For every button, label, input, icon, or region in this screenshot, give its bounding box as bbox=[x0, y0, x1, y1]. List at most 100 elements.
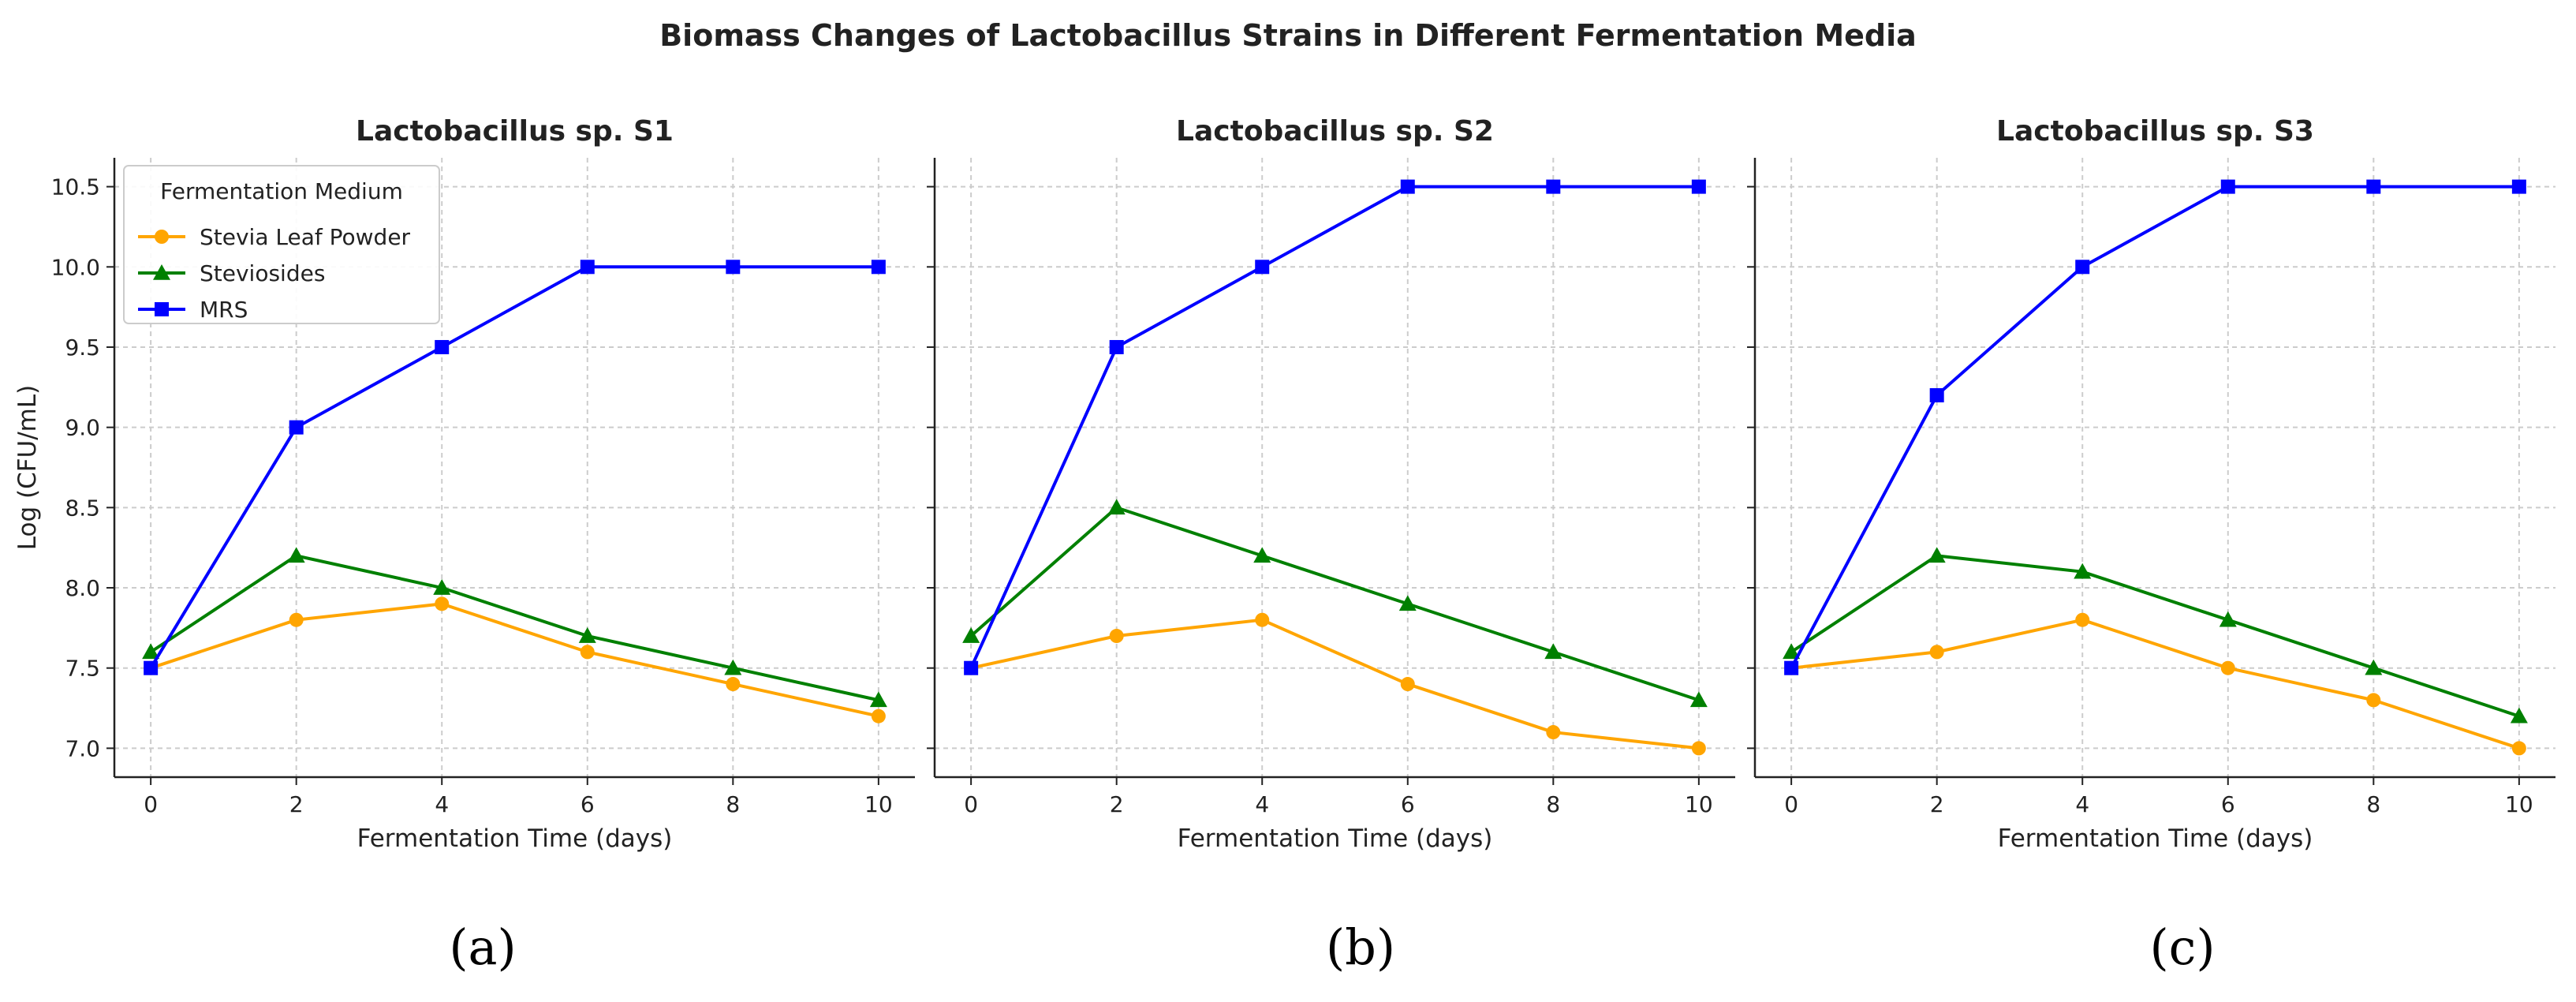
legend-label: Steviosides bbox=[200, 260, 325, 286]
data-point-steviosides bbox=[869, 691, 887, 708]
data-point-steviosides bbox=[2074, 563, 2092, 579]
x-tick-label: 4 bbox=[1255, 791, 1269, 817]
data-point-steviosides bbox=[1253, 547, 1271, 563]
series-mrs bbox=[964, 179, 1706, 675]
data-point-steviosides bbox=[287, 547, 305, 563]
x-tick-label: 8 bbox=[2366, 791, 2380, 817]
data-point-mrs bbox=[871, 260, 886, 275]
legend: Fermentation Medium Stevia Leaf Powder Ste… bbox=[123, 165, 440, 324]
data-point-stevia-leaf-powder bbox=[2075, 612, 2090, 627]
data-point-mrs bbox=[2075, 260, 2090, 275]
series-steviosides bbox=[142, 547, 887, 708]
panel-title: Lactobacillus sp. S2 bbox=[1176, 115, 1494, 148]
x-tick-label: 0 bbox=[964, 791, 978, 817]
data-point-mrs bbox=[1929, 387, 1944, 402]
data-point-mrs bbox=[144, 660, 159, 675]
y-tick-label: 10.0 bbox=[51, 254, 100, 280]
series-steviosides bbox=[962, 499, 1708, 708]
data-point-mrs bbox=[2220, 179, 2235, 194]
y-tick-label: 10.5 bbox=[51, 174, 100, 200]
panel-title: Lactobacillus sp. S3 bbox=[1996, 115, 2314, 148]
data-point-mrs bbox=[435, 339, 450, 354]
figure-title: Biomass Changes of Lactobacillus Strains… bbox=[659, 18, 1917, 53]
data-point-steviosides bbox=[962, 627, 980, 643]
legend-entry-steviosides: Steviosides bbox=[138, 260, 325, 286]
data-point-mrs bbox=[964, 660, 979, 675]
data-point-mrs bbox=[580, 260, 595, 275]
legend-marker-mrs bbox=[155, 302, 169, 316]
y-tick-label: 8.5 bbox=[65, 495, 100, 521]
data-point-stevia-leaf-powder bbox=[1546, 725, 1561, 740]
series-line-mrs bbox=[969, 185, 1699, 669]
data-point-stevia-leaf-powder bbox=[726, 677, 741, 692]
data-point-mrs bbox=[726, 260, 741, 275]
data-point-stevia-leaf-powder bbox=[2511, 741, 2526, 756]
data-point-stevia-leaf-powder bbox=[1691, 741, 1706, 756]
series-mrs bbox=[1784, 179, 2526, 675]
data-point-mrs bbox=[1400, 179, 1415, 194]
data-point-stevia-leaf-powder bbox=[1109, 629, 1124, 644]
y-tick-label: 7.0 bbox=[65, 735, 100, 761]
legend-entry-mrs: MRS bbox=[138, 297, 248, 323]
x-tick-label: 8 bbox=[726, 791, 740, 817]
x-tick-label: 2 bbox=[1110, 791, 1124, 817]
y-tick-label: 9.5 bbox=[65, 335, 100, 361]
x-tick-label: 10 bbox=[864, 791, 893, 817]
x-tick-label: 6 bbox=[1401, 791, 1415, 817]
data-point-stevia-leaf-powder bbox=[871, 709, 886, 723]
data-point-steviosides bbox=[2365, 659, 2383, 675]
data-point-stevia-leaf-powder bbox=[2366, 693, 2381, 708]
data-point-mrs bbox=[1255, 260, 1270, 275]
x-axis-label: Fermentation Time (days) bbox=[357, 824, 673, 853]
data-point-steviosides bbox=[1689, 691, 1708, 708]
x-axis-label: Fermentation Time (days) bbox=[1178, 824, 1493, 853]
x-tick-label: 0 bbox=[144, 791, 158, 817]
data-point-steviosides bbox=[1928, 547, 1946, 563]
panel-caption: (a) bbox=[449, 918, 516, 976]
panel-caption: (c) bbox=[2149, 918, 2215, 976]
data-point-steviosides bbox=[1544, 643, 1562, 660]
series-line-mrs bbox=[149, 265, 879, 669]
data-point-mrs bbox=[1784, 660, 1799, 675]
data-point-stevia-leaf-powder bbox=[1929, 645, 1944, 660]
y-tick-label: 7.5 bbox=[65, 656, 100, 682]
series-line-stevia-leaf-powder bbox=[150, 602, 879, 718]
x-tick-label: 8 bbox=[1546, 791, 1560, 817]
y-tick-label: 9.0 bbox=[65, 415, 100, 441]
x-tick-label: 10 bbox=[1685, 791, 1713, 817]
legend-label: Stevia Leaf Powder bbox=[200, 224, 411, 250]
x-tick-label: 4 bbox=[435, 791, 449, 817]
legend-marker-steviosides bbox=[153, 264, 170, 280]
series-line-stevia-leaf-powder bbox=[1790, 618, 2520, 750]
series-line-stevia-leaf-powder bbox=[970, 618, 1700, 750]
legend-box bbox=[123, 165, 440, 324]
data-point-stevia-leaf-powder bbox=[2220, 660, 2235, 675]
data-point-steviosides bbox=[578, 627, 596, 643]
data-point-mrs bbox=[289, 420, 304, 435]
data-point-stevia-leaf-powder bbox=[1400, 677, 1415, 692]
data-point-stevia-leaf-powder bbox=[435, 596, 450, 611]
x-tick-label: 0 bbox=[1784, 791, 1798, 817]
data-point-steviosides bbox=[2219, 611, 2237, 627]
series-line-steviosides bbox=[150, 554, 879, 702]
panels: 0 2 4 6 8 10 7.0 7.5 8.0 8.5 9.0 9.5 10.0 10.5 Lactoba… bbox=[13, 115, 2555, 976]
panel-caption: (b) bbox=[1326, 918, 1395, 976]
series-line-mrs bbox=[1790, 185, 2519, 669]
chart-panel-2: 0 2 4 6 8 10 Lactobacillus sp. S2 Fermentation … bbox=[927, 115, 1735, 976]
data-point-steviosides bbox=[433, 579, 451, 595]
data-point-mrs bbox=[1546, 179, 1561, 194]
legend-marker-stevia-leaf-powder bbox=[155, 230, 169, 244]
data-point-stevia-leaf-powder bbox=[1255, 612, 1270, 627]
legend-label: MRS bbox=[200, 297, 248, 323]
data-point-steviosides bbox=[1783, 643, 1801, 660]
series-steviosides bbox=[1783, 547, 2528, 723]
x-tick-label: 4 bbox=[2075, 791, 2089, 817]
legend-title: Fermentation Medium bbox=[160, 178, 403, 204]
legend-entry-stevia-leaf-powder: Stevia Leaf Powder bbox=[138, 224, 411, 250]
data-point-mrs bbox=[2366, 179, 2381, 194]
series-stevia-leaf-powder bbox=[1784, 612, 2526, 756]
x-tick-label: 10 bbox=[2505, 791, 2533, 817]
panel-title: Lactobacillus sp. S1 bbox=[356, 115, 674, 148]
series-mrs bbox=[144, 260, 886, 675]
